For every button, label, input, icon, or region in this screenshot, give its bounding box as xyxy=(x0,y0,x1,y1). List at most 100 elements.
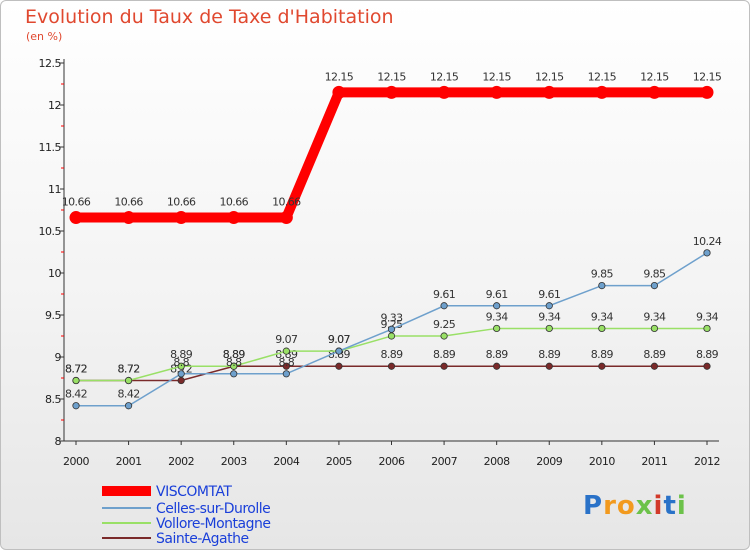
data-point xyxy=(440,302,448,310)
data-point xyxy=(124,402,133,410)
chart-unit-label: (en %) xyxy=(26,30,63,43)
data-point xyxy=(440,362,448,370)
proxiti-logo: Proxiti xyxy=(583,491,687,521)
data-point xyxy=(493,324,501,333)
data-point xyxy=(598,281,606,290)
data-label: 12.15 xyxy=(588,70,617,83)
data-point xyxy=(177,370,185,378)
data-label: 8.89 xyxy=(643,348,666,361)
data-label: 8.89 xyxy=(380,348,403,361)
data-label: 9.34 xyxy=(591,310,614,323)
x-tick-label: 2003 xyxy=(221,455,247,468)
data-label: 9.61 xyxy=(433,288,455,301)
data-point xyxy=(227,211,241,225)
data-label: 8.89 xyxy=(486,348,509,361)
data-point xyxy=(387,362,396,370)
data-label: 9.34 xyxy=(696,310,719,323)
data-label: 10.24 xyxy=(693,235,722,248)
data-point xyxy=(490,85,504,99)
data-point xyxy=(647,85,661,99)
data-label: 8.89 xyxy=(538,348,561,361)
data-label: 8.89 xyxy=(433,348,456,361)
data-point xyxy=(72,402,80,410)
data-point xyxy=(385,85,398,99)
data-label: 12.15 xyxy=(693,70,722,83)
data-point xyxy=(545,302,553,310)
data-label: 12.15 xyxy=(430,70,459,83)
data-label: 8.72 xyxy=(65,363,87,376)
x-tick-label: 2010 xyxy=(589,455,615,468)
data-label: 8.8 xyxy=(226,356,242,369)
data-label: 9.61 xyxy=(486,288,508,301)
y-tick-label: 11 xyxy=(48,183,61,196)
data-point xyxy=(174,211,188,225)
data-label: 9.33 xyxy=(380,311,403,324)
x-tick-label: 2011 xyxy=(641,455,667,468)
x-tick-label: 2012 xyxy=(694,455,720,468)
x-tick-label: 2000 xyxy=(63,455,89,468)
x-tick-label: 2002 xyxy=(168,455,194,468)
data-point xyxy=(493,302,501,310)
data-point xyxy=(650,324,659,333)
data-label: 9.61 xyxy=(538,288,560,301)
data-point xyxy=(387,332,396,340)
data-point xyxy=(332,85,346,99)
data-label: 8.89 xyxy=(696,348,719,361)
data-point xyxy=(122,211,136,225)
data-label: 9.25 xyxy=(433,318,456,331)
data-point xyxy=(230,362,238,370)
data-label: 9.34 xyxy=(643,310,666,323)
data-point xyxy=(542,85,556,99)
data-label: 12.15 xyxy=(640,70,669,83)
data-point xyxy=(703,362,711,370)
logo-letter: i xyxy=(653,491,664,521)
data-point xyxy=(650,281,659,290)
data-label: 12.15 xyxy=(482,70,511,83)
logo-letter: t xyxy=(663,491,677,521)
x-tick-label: 2004 xyxy=(273,455,299,468)
data-point xyxy=(440,332,448,340)
data-point xyxy=(598,324,606,333)
data-label: 9.07 xyxy=(328,333,351,346)
data-label: 8.72 xyxy=(118,363,140,376)
y-tick-label: 9.5 xyxy=(45,309,61,322)
data-point xyxy=(177,362,185,370)
data-label: 8.42 xyxy=(118,388,140,401)
data-label: 10.66 xyxy=(220,196,249,209)
y-tick-label: 11.5 xyxy=(39,141,62,154)
data-point xyxy=(69,211,83,225)
y-tick-label: 9 xyxy=(55,351,62,364)
data-point xyxy=(282,370,290,378)
data-point xyxy=(595,85,609,99)
logo-letter: i xyxy=(676,491,687,521)
x-tick-label: 2007 xyxy=(431,455,457,468)
data-label: 10.66 xyxy=(114,196,143,209)
y-tick-label: 10.5 xyxy=(39,225,62,238)
data-point xyxy=(703,249,711,257)
data-point xyxy=(335,362,343,370)
logo-letter: x xyxy=(635,491,654,521)
data-point xyxy=(177,376,185,385)
data-label: 9.07 xyxy=(275,333,298,346)
data-point xyxy=(545,324,553,333)
data-label: 8.72 xyxy=(65,363,87,376)
logo-letter: r xyxy=(603,491,617,521)
data-label: 8.89 xyxy=(223,348,246,361)
data-label: 12.15 xyxy=(535,70,564,83)
data-point xyxy=(650,362,659,370)
data-point xyxy=(279,211,293,225)
data-point xyxy=(282,362,290,370)
data-label: 10.66 xyxy=(62,196,91,209)
y-tick-label: 12 xyxy=(48,99,61,112)
legend-label: VISCOMTAT xyxy=(156,484,232,500)
x-tick-label: 2005 xyxy=(326,455,352,468)
logo-letter: o xyxy=(616,491,636,521)
data-label: 10.66 xyxy=(167,196,196,209)
data-label: 8.8 xyxy=(173,356,189,369)
data-point xyxy=(387,325,396,333)
data-point xyxy=(230,370,238,378)
data-label: 9.07 xyxy=(328,333,351,346)
data-point xyxy=(335,347,343,355)
